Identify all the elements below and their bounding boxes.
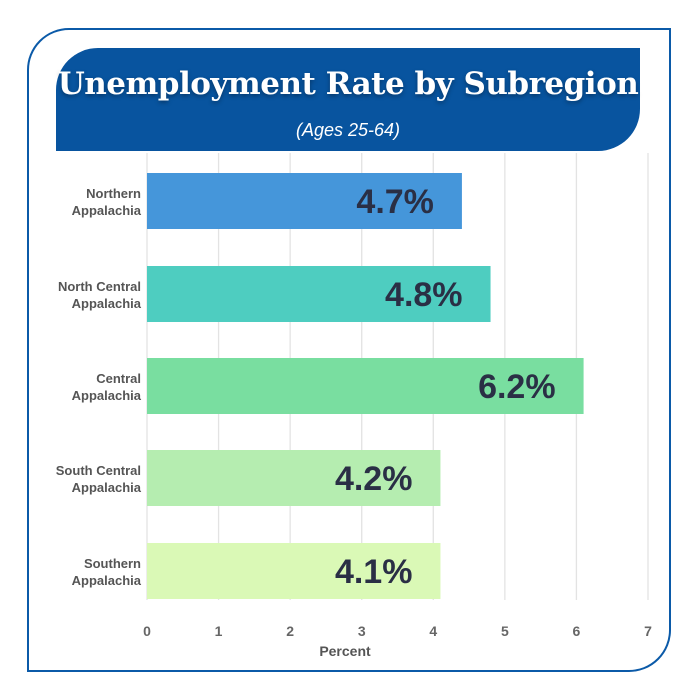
chart-title: Unemployment Rate by Subregion xyxy=(57,66,639,102)
data-label: 4.1% xyxy=(335,553,413,591)
category-label: Central xyxy=(96,371,141,386)
bar xyxy=(147,358,584,414)
x-tick-label: 7 xyxy=(644,623,652,639)
data-label: 4.8% xyxy=(385,276,463,314)
data-label: 6.2% xyxy=(478,368,556,406)
x-tick-label: 3 xyxy=(358,623,366,639)
x-tick-label: 0 xyxy=(143,623,151,639)
category-label: North Central xyxy=(58,279,141,294)
title-banner: Unemployment Rate by Subregion (Ages 25-… xyxy=(56,48,640,151)
data-label: 4.2% xyxy=(335,460,413,498)
category-label: Southern xyxy=(84,556,141,571)
category-label: Northern xyxy=(86,186,141,201)
x-tick-label: 4 xyxy=(429,623,437,639)
bar xyxy=(147,266,491,322)
bar xyxy=(147,173,462,229)
x-tick-label: 6 xyxy=(573,623,581,639)
bar xyxy=(147,543,441,599)
chart-frame xyxy=(27,28,671,672)
category-label: Appalachia xyxy=(72,296,142,311)
category-label: South Central xyxy=(56,463,141,478)
chart-subtitle: (Ages 25-64) xyxy=(295,120,401,140)
bar xyxy=(147,450,441,506)
x-axis-label: Percent xyxy=(319,643,371,659)
category-label: Appalachia xyxy=(72,203,142,218)
x-tick-label: 2 xyxy=(286,623,294,639)
category-label: Appalachia xyxy=(72,480,142,495)
data-label: 4.7% xyxy=(356,183,434,221)
category-label: Appalachia xyxy=(72,388,142,403)
category-label: Appalachia xyxy=(72,573,142,588)
x-tick-label: 5 xyxy=(501,623,509,639)
x-tick-label: 1 xyxy=(215,623,223,639)
